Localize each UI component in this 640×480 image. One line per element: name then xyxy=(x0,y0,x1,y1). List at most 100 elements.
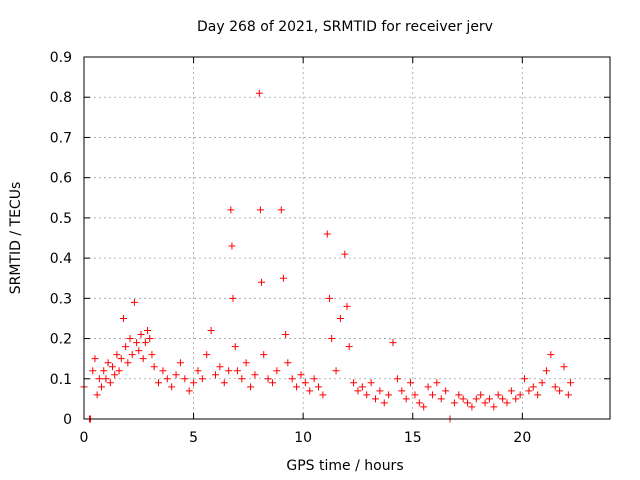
data-point xyxy=(108,363,116,371)
y-tick-label: 0.9 xyxy=(50,50,72,66)
data-point xyxy=(341,250,349,258)
data-point xyxy=(91,355,99,363)
data-point xyxy=(106,379,114,387)
data-point xyxy=(529,383,537,391)
data-point xyxy=(411,391,419,399)
data-point xyxy=(328,335,336,343)
data-point xyxy=(228,242,236,250)
data-point xyxy=(556,387,564,395)
data-point xyxy=(133,339,141,347)
data-point xyxy=(564,391,572,399)
data-point xyxy=(212,371,219,379)
data-point xyxy=(284,359,292,367)
data-point xyxy=(393,375,401,383)
data-point xyxy=(407,379,415,387)
data-point xyxy=(242,359,250,367)
data-point xyxy=(225,367,233,375)
data-point xyxy=(319,391,327,399)
data-point xyxy=(485,395,493,403)
y-tick-label: 0.8 xyxy=(50,90,72,106)
data-point xyxy=(181,375,189,383)
data-point xyxy=(115,367,123,375)
data-point xyxy=(176,359,184,367)
data-point xyxy=(273,367,281,375)
data-point xyxy=(525,387,533,395)
data-point xyxy=(455,391,463,399)
data-point xyxy=(354,387,362,395)
data-point xyxy=(139,355,147,363)
data-point xyxy=(144,327,152,335)
y-tick-label: 0 xyxy=(63,412,72,428)
data-point xyxy=(437,395,445,403)
data-point xyxy=(516,391,524,399)
data-point xyxy=(124,359,132,367)
data-point xyxy=(534,391,542,399)
data-point xyxy=(137,331,145,339)
data-point xyxy=(358,383,366,391)
y-tick-label: 0.1 xyxy=(50,372,72,388)
data-point xyxy=(277,206,285,214)
data-point xyxy=(503,399,511,407)
data-point xyxy=(117,355,125,363)
data-point xyxy=(293,383,301,391)
data-point xyxy=(428,391,436,399)
data-point xyxy=(264,375,272,383)
data-point xyxy=(380,399,388,407)
data-point xyxy=(102,375,110,383)
data-point xyxy=(464,399,472,407)
data-point xyxy=(494,391,502,399)
data-point xyxy=(98,383,106,391)
data-point xyxy=(255,89,263,97)
data-point xyxy=(190,379,198,387)
y-tick-label: 0.7 xyxy=(50,130,72,146)
data-point xyxy=(216,363,224,371)
data-point xyxy=(450,399,458,407)
data-point xyxy=(203,351,211,359)
data-point xyxy=(198,375,206,383)
data-point xyxy=(146,335,154,343)
data-point xyxy=(141,339,149,347)
data-point xyxy=(172,371,180,379)
data-point xyxy=(113,351,121,359)
data-point xyxy=(415,399,423,407)
data-point xyxy=(398,387,406,395)
data-point xyxy=(459,395,467,403)
x-tick-label: 0 xyxy=(80,430,89,446)
data-point xyxy=(135,347,143,355)
x-tick-label: 15 xyxy=(404,430,422,446)
data-point xyxy=(512,395,520,403)
x-tick-label: 10 xyxy=(294,430,312,446)
data-point xyxy=(220,379,228,387)
y-tick-label: 0.3 xyxy=(50,291,72,307)
data-point xyxy=(227,206,235,214)
data-point xyxy=(325,294,333,302)
data-point xyxy=(542,367,550,375)
data-point xyxy=(433,379,441,387)
data-point xyxy=(551,383,559,391)
data-point xyxy=(350,379,358,387)
data-point xyxy=(122,343,130,351)
axis-ticks xyxy=(83,56,610,420)
data-point xyxy=(111,371,119,379)
data-point xyxy=(363,391,371,399)
data-point xyxy=(385,391,393,399)
data-point xyxy=(499,395,507,403)
data-point xyxy=(310,375,318,383)
data-point xyxy=(306,387,314,395)
data-point xyxy=(89,367,97,375)
data-point xyxy=(256,206,264,214)
data-point xyxy=(477,391,485,399)
data-point xyxy=(260,351,268,359)
data-point xyxy=(168,383,176,391)
data-point xyxy=(128,351,136,359)
chart-title: Day 268 of 2021, SRMTID for receiver jer… xyxy=(197,19,493,35)
data-point xyxy=(315,383,323,391)
data-point xyxy=(521,375,529,383)
y-tick-label: 0.2 xyxy=(50,332,72,348)
data-point xyxy=(130,298,138,306)
data-point xyxy=(104,359,112,367)
data-point xyxy=(159,367,167,375)
data-point xyxy=(95,375,103,383)
data-point xyxy=(288,375,296,383)
